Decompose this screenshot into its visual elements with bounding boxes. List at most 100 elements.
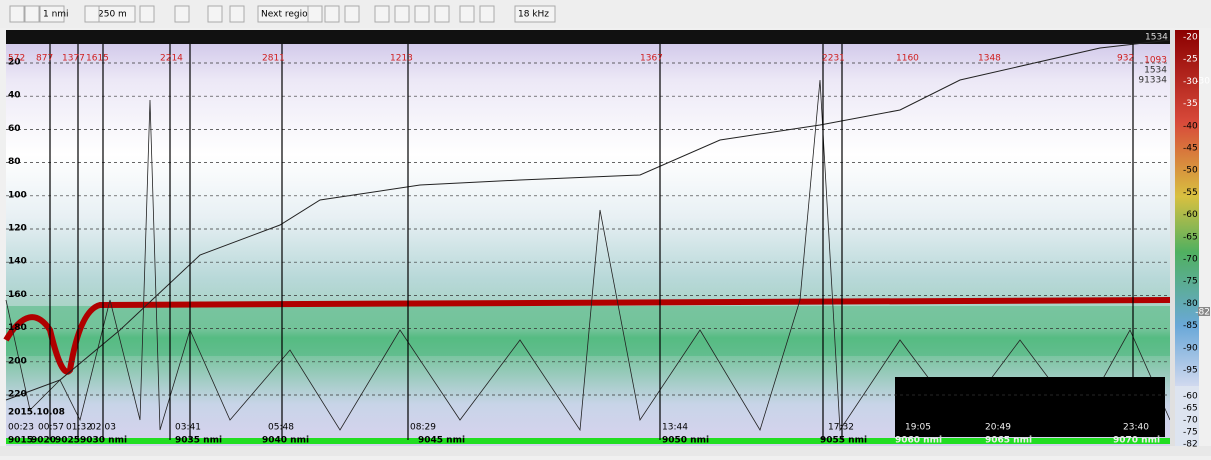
time-label: 20:49 bbox=[985, 423, 1011, 433]
tool-icon[interactable] bbox=[24, 5, 40, 23]
distance-label: 9055 nmi bbox=[820, 436, 867, 446]
toolbar-label: 250 m bbox=[98, 10, 127, 20]
distance-label: 9065 nmi bbox=[985, 436, 1032, 446]
scale-label: -25 bbox=[1183, 55, 1198, 65]
time-label: 01:32 bbox=[66, 423, 92, 433]
surface-band bbox=[6, 30, 1170, 44]
corner-label: 1534 bbox=[1145, 33, 1168, 43]
distance-label: 9030 nmi bbox=[80, 436, 127, 446]
tool-icon[interactable] bbox=[414, 5, 430, 23]
depth-label: 20 bbox=[8, 58, 21, 68]
scale-label: -30 bbox=[1183, 77, 1198, 87]
scale-label: -55 bbox=[1183, 188, 1198, 198]
scale-lower-label: -60 bbox=[1183, 392, 1198, 402]
toolbar bbox=[0, 0, 1211, 28]
tool-icon[interactable] bbox=[139, 5, 155, 23]
time-label: 08:29 bbox=[410, 423, 436, 433]
depth-label: 60 bbox=[8, 124, 21, 134]
distance-label: 9050 nmi bbox=[662, 436, 709, 446]
date-label: 2015.10.08 bbox=[8, 408, 65, 418]
toolbar-button[interactable] bbox=[39, 5, 65, 23]
region-label: 1213 bbox=[390, 54, 413, 64]
color-scale bbox=[1175, 30, 1199, 400]
region-label: 877 bbox=[36, 54, 53, 64]
time-label: 17:32 bbox=[828, 423, 854, 433]
echogram bbox=[6, 30, 1170, 446]
depth-label: 140 bbox=[8, 257, 27, 267]
tool-icon[interactable] bbox=[84, 5, 100, 23]
depth-label: 100 bbox=[8, 190, 27, 200]
distance-label: 9070 nmi bbox=[1113, 436, 1160, 446]
seabed-line bbox=[3, 297, 1171, 375]
tool-icon[interactable] bbox=[479, 5, 495, 23]
region-label: 572 bbox=[8, 54, 25, 64]
tool-icon[interactable] bbox=[344, 5, 360, 23]
distance-label: 9060 nmi bbox=[895, 436, 942, 446]
region-label: 1367 bbox=[640, 54, 663, 64]
depth-label: 220 bbox=[8, 390, 27, 400]
distance-label: 9035 nmi bbox=[175, 436, 222, 446]
depth-label: 80 bbox=[8, 157, 21, 167]
depth-label: 160 bbox=[8, 290, 27, 300]
scale-label: -90 bbox=[1183, 343, 1198, 353]
time-label: 23:40 bbox=[1123, 423, 1149, 433]
depth-label: 40 bbox=[8, 91, 21, 101]
scale-lower-label: -65 bbox=[1183, 404, 1198, 414]
scale-label: -75 bbox=[1183, 277, 1198, 287]
tool-icon[interactable] bbox=[374, 5, 390, 23]
depth-label: 120 bbox=[8, 224, 27, 234]
region-label: 1377 bbox=[62, 54, 85, 64]
region-label: 1160 bbox=[896, 54, 919, 64]
marker-box bbox=[1198, 307, 1210, 316]
scale-marker: -82 bbox=[1195, 308, 1210, 318]
scale-lower-label: -70 bbox=[1183, 416, 1198, 426]
tool-icon[interactable] bbox=[434, 5, 450, 23]
time-label: 00:23 bbox=[8, 423, 34, 433]
signal-trace bbox=[5, 79, 1171, 432]
tool-icon[interactable] bbox=[307, 5, 323, 23]
scale-lower-label: -75 bbox=[1183, 428, 1198, 438]
track-line bbox=[5, 39, 1171, 401]
tool-icon[interactable] bbox=[394, 5, 410, 23]
scale-label: -45 bbox=[1183, 144, 1198, 154]
scale-label: -85 bbox=[1183, 321, 1198, 331]
toolbar-button[interactable] bbox=[514, 5, 556, 23]
right-label: 1534 bbox=[1144, 66, 1167, 76]
distance-label: 9040 nmi bbox=[262, 436, 309, 446]
time-label: 00:57 bbox=[38, 423, 64, 433]
toolbar-label: 1 nmi bbox=[43, 10, 69, 20]
scale-label: -95 bbox=[1183, 366, 1198, 376]
tool-icon[interactable] bbox=[459, 5, 475, 23]
scrollbar[interactable] bbox=[1170, 30, 1175, 446]
time-label: 02:03 bbox=[90, 423, 116, 433]
region-label: 2231 bbox=[822, 54, 845, 64]
scale-label: -20 bbox=[1183, 33, 1198, 43]
distance-label: 9020 bbox=[31, 436, 56, 446]
right-label: 91334 bbox=[1138, 76, 1167, 86]
time-label: 19:05 bbox=[905, 423, 931, 433]
tool-icon[interactable] bbox=[174, 5, 190, 23]
scale-lower-label: -82 bbox=[1183, 440, 1198, 450]
right-label: 1093 bbox=[1144, 56, 1167, 66]
toolbar-label: 18 kHz bbox=[518, 10, 549, 20]
distance-label: 9025 bbox=[55, 436, 80, 446]
scale-label: -35 bbox=[1183, 99, 1198, 109]
tool-icon[interactable] bbox=[9, 5, 25, 23]
h-scrollbar[interactable] bbox=[0, 446, 1211, 456]
scale-label: -40 bbox=[1183, 121, 1198, 131]
region-label: 1348 bbox=[978, 54, 1001, 64]
tool-icon[interactable] bbox=[324, 5, 340, 23]
black-region bbox=[895, 377, 1165, 437]
scale-label: -60 bbox=[1183, 210, 1198, 220]
time-label: 05:48 bbox=[268, 423, 294, 433]
color-scale-lower bbox=[1175, 386, 1199, 446]
scale-label: -50 bbox=[1183, 166, 1198, 176]
distance-label: 9015 bbox=[8, 436, 33, 446]
tool-icon[interactable] bbox=[207, 5, 223, 23]
depth-label: 200 bbox=[8, 356, 27, 366]
scale-label: -65 bbox=[1183, 232, 1198, 242]
scale-label: -80 bbox=[1183, 299, 1198, 309]
tool-icon[interactable] bbox=[229, 5, 245, 23]
